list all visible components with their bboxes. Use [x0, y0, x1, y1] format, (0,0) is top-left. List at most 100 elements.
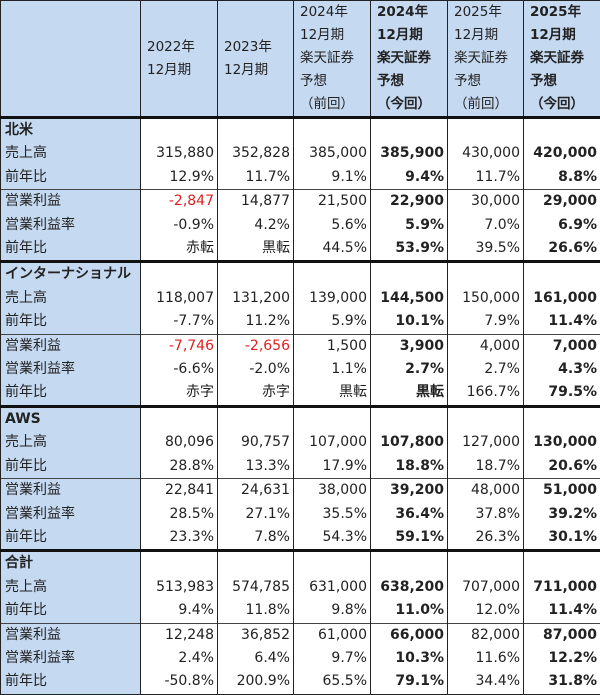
value-cell: -2.0%	[218, 358, 294, 381]
value-cell: 430,000	[448, 142, 524, 165]
column-header-line: （前回）	[300, 96, 354, 112]
value-cell: 61,000	[294, 623, 371, 647]
value-cell: 118,007	[141, 287, 218, 310]
value-cell: 10.3%	[371, 647, 448, 670]
value-cell: 48,000	[448, 479, 524, 503]
value-cell: 631,000	[294, 576, 371, 599]
column-header-line: 2024年	[300, 4, 348, 20]
value-cell: 35.5%	[294, 503, 371, 526]
value-cell: 9.8%	[294, 599, 371, 623]
empty-cell	[524, 551, 600, 576]
value-cell: 9.7%	[294, 647, 371, 670]
empty-cell	[371, 262, 448, 287]
row-label: 前年比	[1, 599, 141, 623]
value-cell: 黒転	[294, 381, 371, 406]
value-cell: -2,656	[218, 334, 294, 358]
value-cell: 26.6%	[524, 237, 600, 262]
value-cell: 107,800	[371, 431, 448, 454]
empty-cell	[218, 118, 294, 143]
value-cell: 11.2%	[218, 310, 294, 334]
row-label: 営業利益	[1, 623, 141, 647]
row-label: 営業利益率	[1, 647, 141, 670]
empty-cell	[218, 406, 294, 431]
value-cell: 4.2%	[218, 214, 294, 237]
section-name: インターナショナル	[1, 262, 141, 287]
value-cell: 127,000	[448, 431, 524, 454]
value-cell: 12.2%	[524, 647, 600, 670]
column-header-line: 2024年	[377, 4, 428, 20]
value-cell: 7,000	[524, 334, 600, 358]
empty-cell	[371, 406, 448, 431]
value-cell: 9.4%	[371, 166, 448, 190]
empty-cell	[371, 551, 448, 576]
value-cell: 1,500	[294, 334, 371, 358]
value-cell: 28.5%	[141, 503, 218, 526]
value-cell: 385,900	[371, 142, 448, 165]
value-cell: 30,000	[448, 190, 524, 214]
section-header-row: インターナショナル	[1, 262, 600, 287]
value-cell: 707,000	[448, 576, 524, 599]
row-label: 営業利益	[1, 479, 141, 503]
empty-cell	[141, 406, 218, 431]
value-cell: 1.1%	[294, 358, 371, 381]
empty-cell	[524, 118, 600, 143]
value-cell: 11.7%	[448, 166, 524, 190]
value-cell: 385,000	[294, 142, 371, 165]
empty-cell	[141, 118, 218, 143]
value-cell: 80,096	[141, 431, 218, 454]
column-header-line: 12月期	[377, 27, 423, 43]
value-cell: 8.8%	[524, 166, 600, 190]
value-cell: 166.7%	[448, 381, 524, 406]
column-header: 2022年 12月期	[141, 1, 218, 118]
row-label: 売上高	[1, 142, 141, 165]
empty-cell	[448, 262, 524, 287]
empty-cell	[218, 551, 294, 576]
section-name: AWS	[1, 406, 141, 431]
column-header-line: 楽天証券	[377, 50, 431, 66]
value-cell: -6.6%	[141, 358, 218, 381]
value-cell: 11.7%	[218, 166, 294, 190]
value-cell: 5.9%	[371, 214, 448, 237]
value-cell: 12,248	[141, 623, 218, 647]
value-cell: 28.8%	[141, 455, 218, 479]
value-cell: -2,847	[141, 190, 218, 214]
column-header-line: 12月期	[300, 27, 344, 43]
value-cell: 37.8%	[448, 503, 524, 526]
value-cell: 2.7%	[448, 358, 524, 381]
value-cell: 赤字	[141, 381, 218, 406]
value-cell: 24,631	[218, 479, 294, 503]
value-cell: 131,200	[218, 287, 294, 310]
column-header-line: 2022年	[147, 39, 195, 55]
value-cell: 赤転	[141, 237, 218, 262]
value-cell: 12.9%	[141, 166, 218, 190]
row-label: 前年比	[1, 381, 141, 406]
empty-cell	[294, 406, 371, 431]
value-cell: 2.4%	[141, 647, 218, 670]
empty-cell	[141, 551, 218, 576]
value-cell: 11.4%	[524, 310, 600, 334]
column-header	[1, 1, 141, 118]
value-cell: 11.8%	[218, 599, 294, 623]
column-header-line: 12月期	[147, 62, 191, 78]
column-header-line: 12月期	[224, 62, 268, 78]
value-cell: 18.7%	[448, 455, 524, 479]
row-label: 営業利益	[1, 334, 141, 358]
value-cell: 5.9%	[294, 310, 371, 334]
value-cell: 107,000	[294, 431, 371, 454]
value-cell: 59.1%	[371, 526, 448, 551]
table-row: 営業利益率-0.9%4.2%5.6%5.9%7.0%6.9%	[1, 214, 600, 237]
section-name: 合計	[1, 551, 141, 576]
value-cell: 39.2%	[524, 503, 600, 526]
